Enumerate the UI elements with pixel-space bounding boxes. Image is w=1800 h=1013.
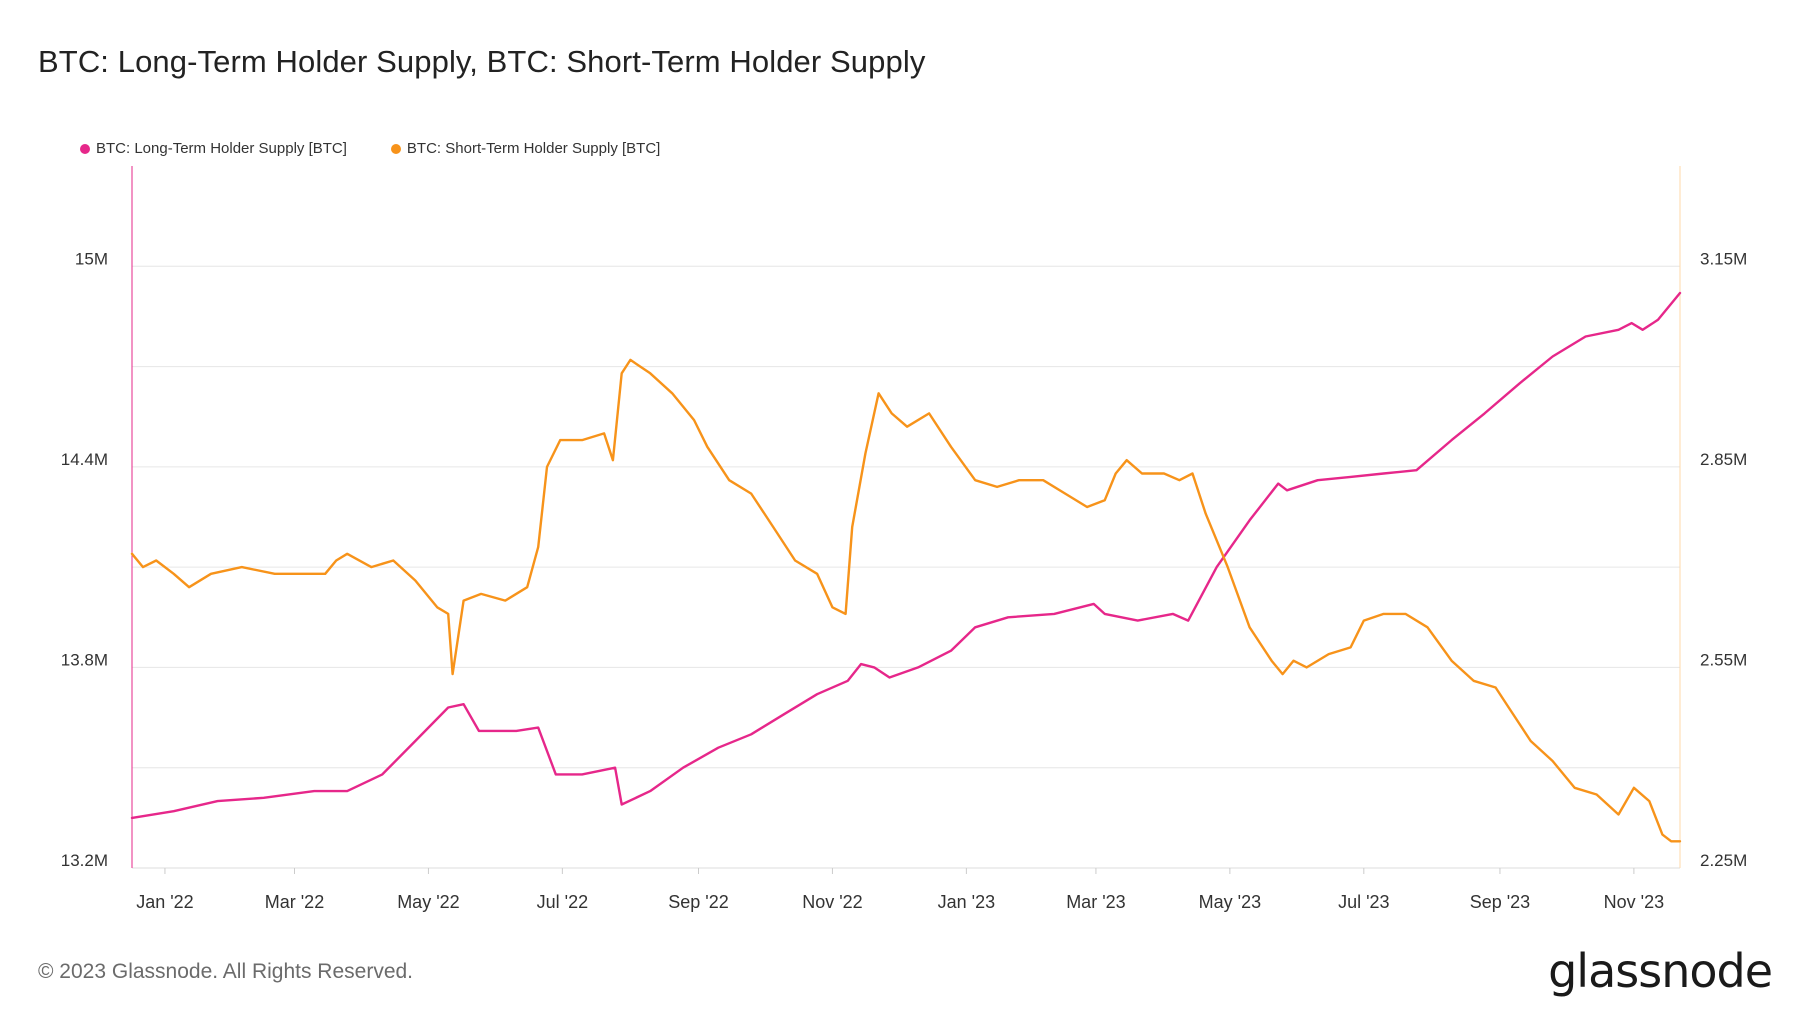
- x-tick-label: Mar '23: [1066, 892, 1125, 912]
- legend-dot-sth-icon: [390, 143, 401, 154]
- legend-dot-lth-icon: [80, 143, 90, 154]
- x-tick-label: Jan '22: [136, 892, 193, 912]
- glassnode-logo[interactable]: glassnode: [1548, 944, 1773, 998]
- copyright-footer: © 2023 Glassnode. All Rights Reserved.: [38, 960, 414, 983]
- y-left-tick-label: 13.8M: [61, 650, 108, 669]
- legend-label-sth: BTC: Short-Term Holder Supply [BTC]: [406, 140, 661, 157]
- x-tick-label: Jul '23: [1338, 892, 1389, 912]
- x-tick-label: Jan '23: [938, 892, 995, 912]
- y-left-tick-label: 13.2M: [61, 851, 108, 870]
- chart-title: BTC: Long-Term Holder Supply, BTC: Short…: [38, 44, 926, 79]
- series-line-short-term-holder: [130, 358, 1682, 843]
- x-tick-label: Mar '22: [265, 892, 324, 912]
- x-tick-label: May '22: [397, 892, 459, 912]
- x-tick-label: Jul '22: [537, 892, 588, 912]
- series-line-long-term-holder: [130, 291, 1682, 820]
- x-tick-label: Sep '22: [668, 892, 729, 912]
- legend-item-sth[interactable]: BTC: Short-Term Holder Supply [BTC]: [390, 140, 661, 157]
- x-tick-label: Nov '22: [802, 892, 862, 912]
- legend-item-lth[interactable]: BTC: Long-Term Holder Supply [BTC]: [80, 140, 347, 157]
- y-right-tick-label: 2.85M: [1700, 450, 1747, 469]
- y-left-tick-label: 15M: [75, 249, 108, 268]
- y-left-tick-label: 14.4M: [61, 450, 108, 469]
- y-right-tick-label: 3.15M: [1700, 249, 1747, 268]
- legend: BTC: Long-Term Holder Supply [BTC] BTC: …: [80, 140, 660, 157]
- x-tick-label: Sep '23: [1470, 892, 1531, 912]
- legend-label-lth: BTC: Long-Term Holder Supply [BTC]: [96, 140, 347, 157]
- x-tick-label: May '23: [1199, 892, 1261, 912]
- y-right-tick-label: 2.25M: [1700, 851, 1747, 870]
- x-tick-label: Nov '23: [1604, 892, 1664, 912]
- y-right-tick-label: 2.55M: [1700, 650, 1747, 669]
